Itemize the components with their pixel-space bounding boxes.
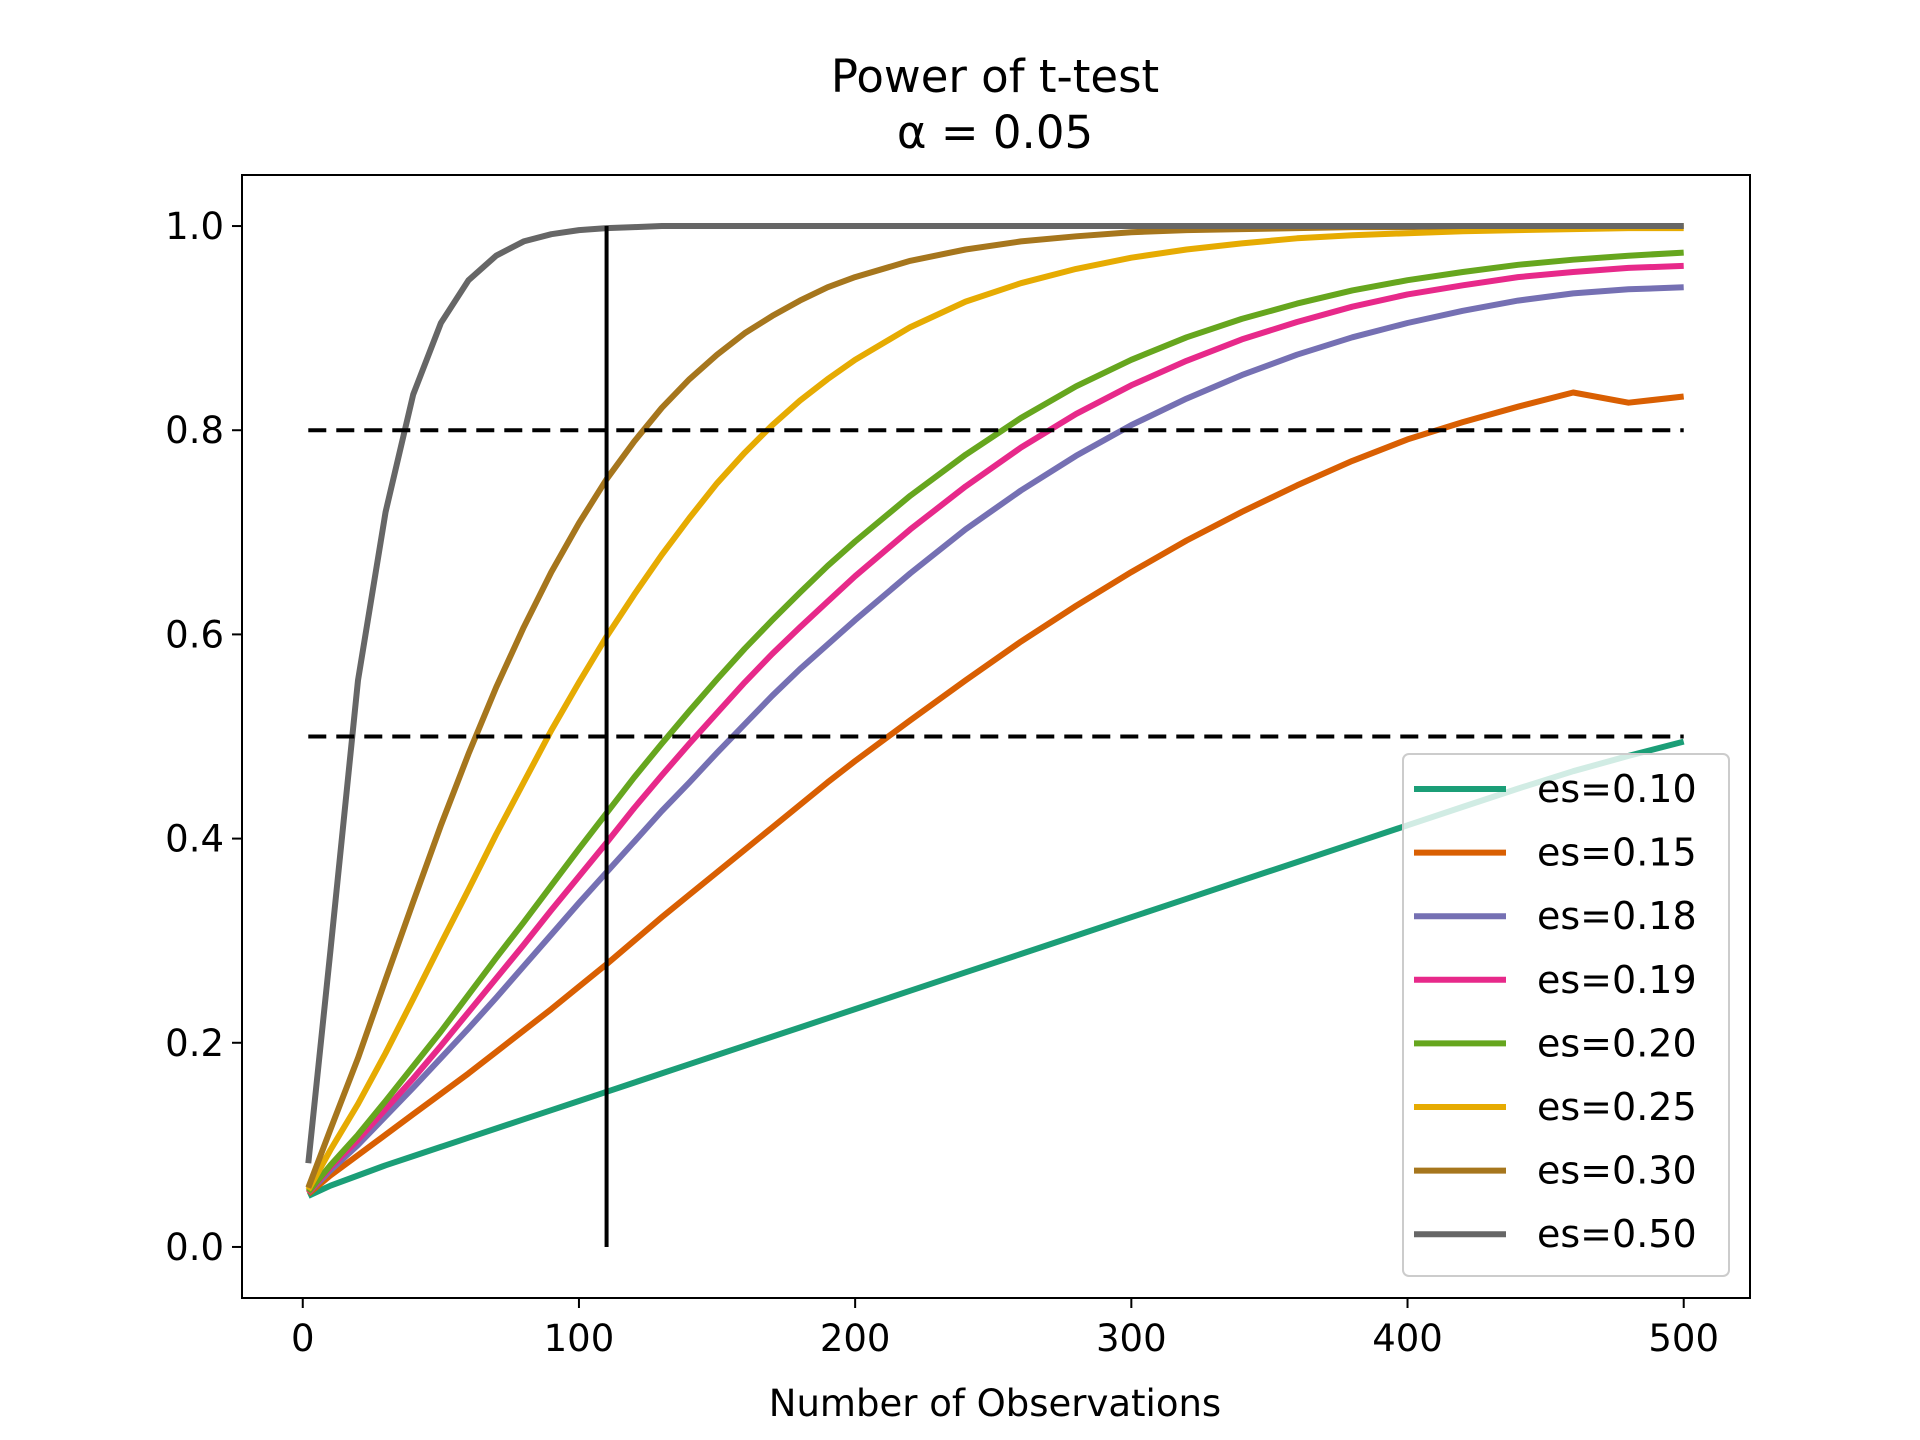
y-tick-label: 0.8 <box>165 409 224 452</box>
series-line-es-0-15 <box>306 389 1685 1197</box>
x-tick-label: 200 <box>820 1317 891 1360</box>
legend-label: es=0.25 <box>1537 1085 1697 1129</box>
x-tick-label: 0 <box>291 1317 315 1360</box>
x-axis: 0 100 200 300 400 500 <box>291 1298 1719 1360</box>
legend-box <box>1402 753 1730 1277</box>
y-tick-label: 0.0 <box>165 1226 224 1269</box>
series-line-es-0-20 <box>305 249 1684 1194</box>
series-lines <box>305 223 1685 1199</box>
x-tick-label: 500 <box>1648 1317 1719 1360</box>
reference-lines <box>308 226 1684 1247</box>
legend-label: es=0.15 <box>1537 831 1697 875</box>
y-axis: 0.0 0.2 0.4 0.6 0.8 1.0 <box>165 205 242 1269</box>
x-tick-label: 400 <box>1372 1317 1443 1360</box>
series-line-es-0-10 <box>307 738 1685 1199</box>
y-tick-label: 0.4 <box>165 818 224 861</box>
legend: es=0.10 es=0.15 es=0.18 es=0.19 es=0.20 es=0.… <box>1402 753 1730 1277</box>
legend-label: es=0.30 <box>1537 1149 1697 1193</box>
legend-label: es=0.20 <box>1537 1021 1697 1065</box>
chart-title: Power of t-test <box>831 50 1159 103</box>
series-line-es-0-25 <box>305 225 1684 1192</box>
x-tick-label: 300 <box>1096 1317 1167 1360</box>
y-tick-label: 0.6 <box>165 613 224 656</box>
legend-label: es=0.19 <box>1537 958 1697 1002</box>
y-tick-label: 1.0 <box>165 205 224 248</box>
legend-label: es=0.10 <box>1537 767 1697 811</box>
x-tick-label: 100 <box>544 1317 615 1360</box>
legend-label: es=0.50 <box>1537 1212 1697 1256</box>
y-tick-label: 0.2 <box>165 1022 224 1065</box>
series-line-es-0-19 <box>306 262 1684 1195</box>
axes-frame <box>241 174 1751 1299</box>
legend-label: es=0.18 <box>1537 894 1697 938</box>
chart-subtitle: α = 0.05 <box>897 106 1093 159</box>
series-line-es-0-50 <box>305 223 1684 1164</box>
x-axis-label: Number of Observations <box>769 1382 1221 1425</box>
series-line-es-0-18 <box>306 284 1684 1195</box>
